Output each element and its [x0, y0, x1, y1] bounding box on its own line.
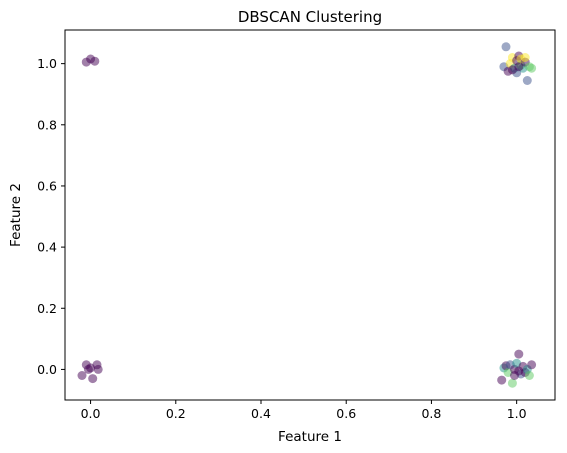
y-tick-label: 1.0 [37, 56, 57, 71]
chart-title: DBSCAN Clustering [238, 8, 382, 26]
scatter-point [88, 374, 98, 384]
y-tick-label: 0.0 [37, 362, 57, 377]
x-tick-label: 0.4 [251, 406, 271, 421]
y-tick-label: 0.8 [37, 117, 57, 132]
y-tick-label: 0.4 [37, 240, 57, 255]
x-axis-label: Feature 1 [278, 429, 342, 445]
scatter-point [507, 378, 517, 388]
scatter-point [507, 65, 517, 75]
scatter-point [527, 360, 537, 370]
x-tick-label: 1.0 [507, 406, 527, 421]
y-tick-label: 0.2 [37, 301, 57, 316]
plot-area-frame [64, 29, 556, 401]
scatter-point [527, 63, 537, 73]
scatter-point [501, 42, 511, 52]
x-axis: 0.0 0.2 0.4 0.6 0.8 1.0 [81, 400, 527, 421]
scatter-point [77, 371, 87, 380]
x-tick-label: 0.2 [166, 406, 186, 421]
scatter-point [514, 366, 524, 376]
x-tick-label: 0.0 [81, 406, 101, 421]
scatter-point [514, 349, 524, 359]
x-tick-label: 0.8 [421, 406, 441, 421]
y-axis-label: Feature 2 [8, 183, 24, 247]
scatter-point [524, 371, 534, 380]
y-tick-label: 0.6 [37, 178, 57, 193]
scatter-point [90, 56, 100, 66]
points-layer [77, 42, 537, 388]
scatter-point [522, 76, 532, 85]
scatter-point [520, 53, 530, 62]
scatter-point [497, 375, 507, 385]
scatter-point [93, 364, 103, 374]
x-tick-label: 0.6 [336, 406, 356, 421]
y-axis: 0.0 0.2 0.4 0.6 0.8 1.0 [37, 56, 65, 377]
